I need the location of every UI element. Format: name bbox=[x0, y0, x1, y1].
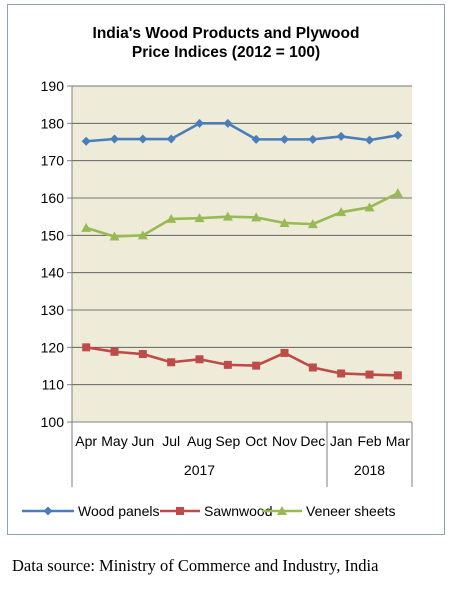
data-point bbox=[137, 230, 148, 240]
x-tick-label: Nov bbox=[272, 433, 297, 449]
data-point bbox=[167, 358, 176, 367]
data-point bbox=[81, 222, 92, 232]
data-point bbox=[195, 118, 204, 128]
y-tick-label: 150 bbox=[41, 227, 65, 243]
plot-area bbox=[72, 86, 412, 422]
y-tick-label: 160 bbox=[41, 190, 65, 206]
series-wood-panels bbox=[81, 118, 403, 146]
data-point bbox=[222, 211, 233, 221]
chart-title-line-2: Price Indices (2012 = 100) bbox=[132, 44, 320, 61]
series-line bbox=[86, 122, 399, 143]
x-tick-label: Feb bbox=[357, 433, 381, 449]
data-point bbox=[166, 213, 177, 223]
y-tick-label: 130 bbox=[41, 302, 65, 318]
data-point bbox=[280, 134, 289, 144]
data-point bbox=[82, 343, 91, 352]
data-point bbox=[365, 370, 374, 379]
data-point bbox=[336, 131, 346, 141]
gridlines bbox=[72, 85, 412, 386]
x-tick-label: Sep bbox=[215, 433, 240, 449]
data-source-note: Data source: Ministry of Commerce and In… bbox=[12, 556, 379, 575]
legend-label: Veneer sheets bbox=[306, 503, 396, 519]
data-point bbox=[252, 361, 261, 370]
data-point bbox=[166, 134, 176, 144]
data-point bbox=[337, 369, 346, 378]
legend-item: Veneer sheets bbox=[262, 503, 396, 519]
legend-marker bbox=[43, 506, 53, 516]
data-point bbox=[109, 231, 120, 241]
data-point bbox=[279, 218, 290, 228]
series-line bbox=[85, 346, 398, 377]
y-tick-label: 170 bbox=[41, 153, 65, 169]
data-point bbox=[308, 363, 317, 372]
legend-label: Wood panels bbox=[78, 503, 159, 519]
legend-item: Sawnwood bbox=[160, 503, 273, 519]
data-point bbox=[138, 134, 148, 144]
x-tick-label: May bbox=[101, 433, 127, 449]
x-tick-label: Oct bbox=[245, 433, 267, 449]
y-tick-label: 120 bbox=[41, 339, 65, 355]
line-chart: India's Wood Products and Plywood Price … bbox=[22, 25, 413, 519]
y-tick-label: 180 bbox=[41, 115, 65, 131]
legend-marker bbox=[277, 506, 287, 515]
y-tick-label: 140 bbox=[41, 265, 65, 281]
x-tick-label: Jun bbox=[132, 433, 155, 449]
y-tick-label: 110 bbox=[42, 377, 65, 393]
data-point bbox=[393, 130, 403, 140]
series-line bbox=[85, 191, 399, 238]
x-tick-label: Aug bbox=[187, 433, 212, 449]
data-point bbox=[280, 348, 289, 357]
data-point bbox=[364, 202, 375, 212]
data-point bbox=[308, 134, 318, 144]
legend-marker bbox=[176, 507, 184, 515]
x-tick-label: Jul bbox=[162, 433, 180, 449]
y-tick-label: 190 bbox=[41, 78, 65, 94]
data-point bbox=[251, 134, 261, 144]
series-layer bbox=[81, 118, 403, 380]
data-point bbox=[307, 219, 318, 229]
legend-label: Sawnwood bbox=[204, 503, 273, 519]
data-point bbox=[336, 207, 347, 217]
data-point bbox=[138, 350, 147, 359]
x-tick-label: Mar bbox=[386, 433, 410, 449]
data-point bbox=[251, 212, 262, 222]
chart-title-line-1: India's Wood Products and Plywood bbox=[93, 25, 360, 42]
axes: 100 110 120 130 140 150 160 170 180 190 Apr May Jun J… bbox=[41, 78, 413, 487]
x-tick-label: Jan bbox=[330, 433, 353, 449]
x-tick-label: Apr bbox=[75, 433, 97, 449]
data-point bbox=[110, 134, 119, 144]
series-sawnwood bbox=[82, 343, 402, 380]
data-point bbox=[393, 371, 402, 380]
legend: Wood panels Sawnwood Veneer sheets bbox=[22, 503, 396, 519]
data-point bbox=[195, 355, 204, 364]
data-point bbox=[110, 347, 119, 356]
data-point bbox=[81, 136, 91, 146]
year-group-label: 2017 bbox=[184, 462, 215, 478]
data-point bbox=[194, 213, 205, 223]
series-veneer-sheets bbox=[81, 188, 403, 241]
data-point bbox=[223, 360, 232, 369]
x-tick-label: Dec bbox=[300, 433, 325, 449]
year-group-label: 2018 bbox=[354, 462, 385, 478]
legend-item: Wood panels bbox=[22, 503, 159, 519]
data-point bbox=[392, 188, 403, 198]
y-tick-label: 100 bbox=[41, 414, 65, 430]
data-point bbox=[365, 135, 374, 145]
data-point bbox=[223, 118, 233, 128]
